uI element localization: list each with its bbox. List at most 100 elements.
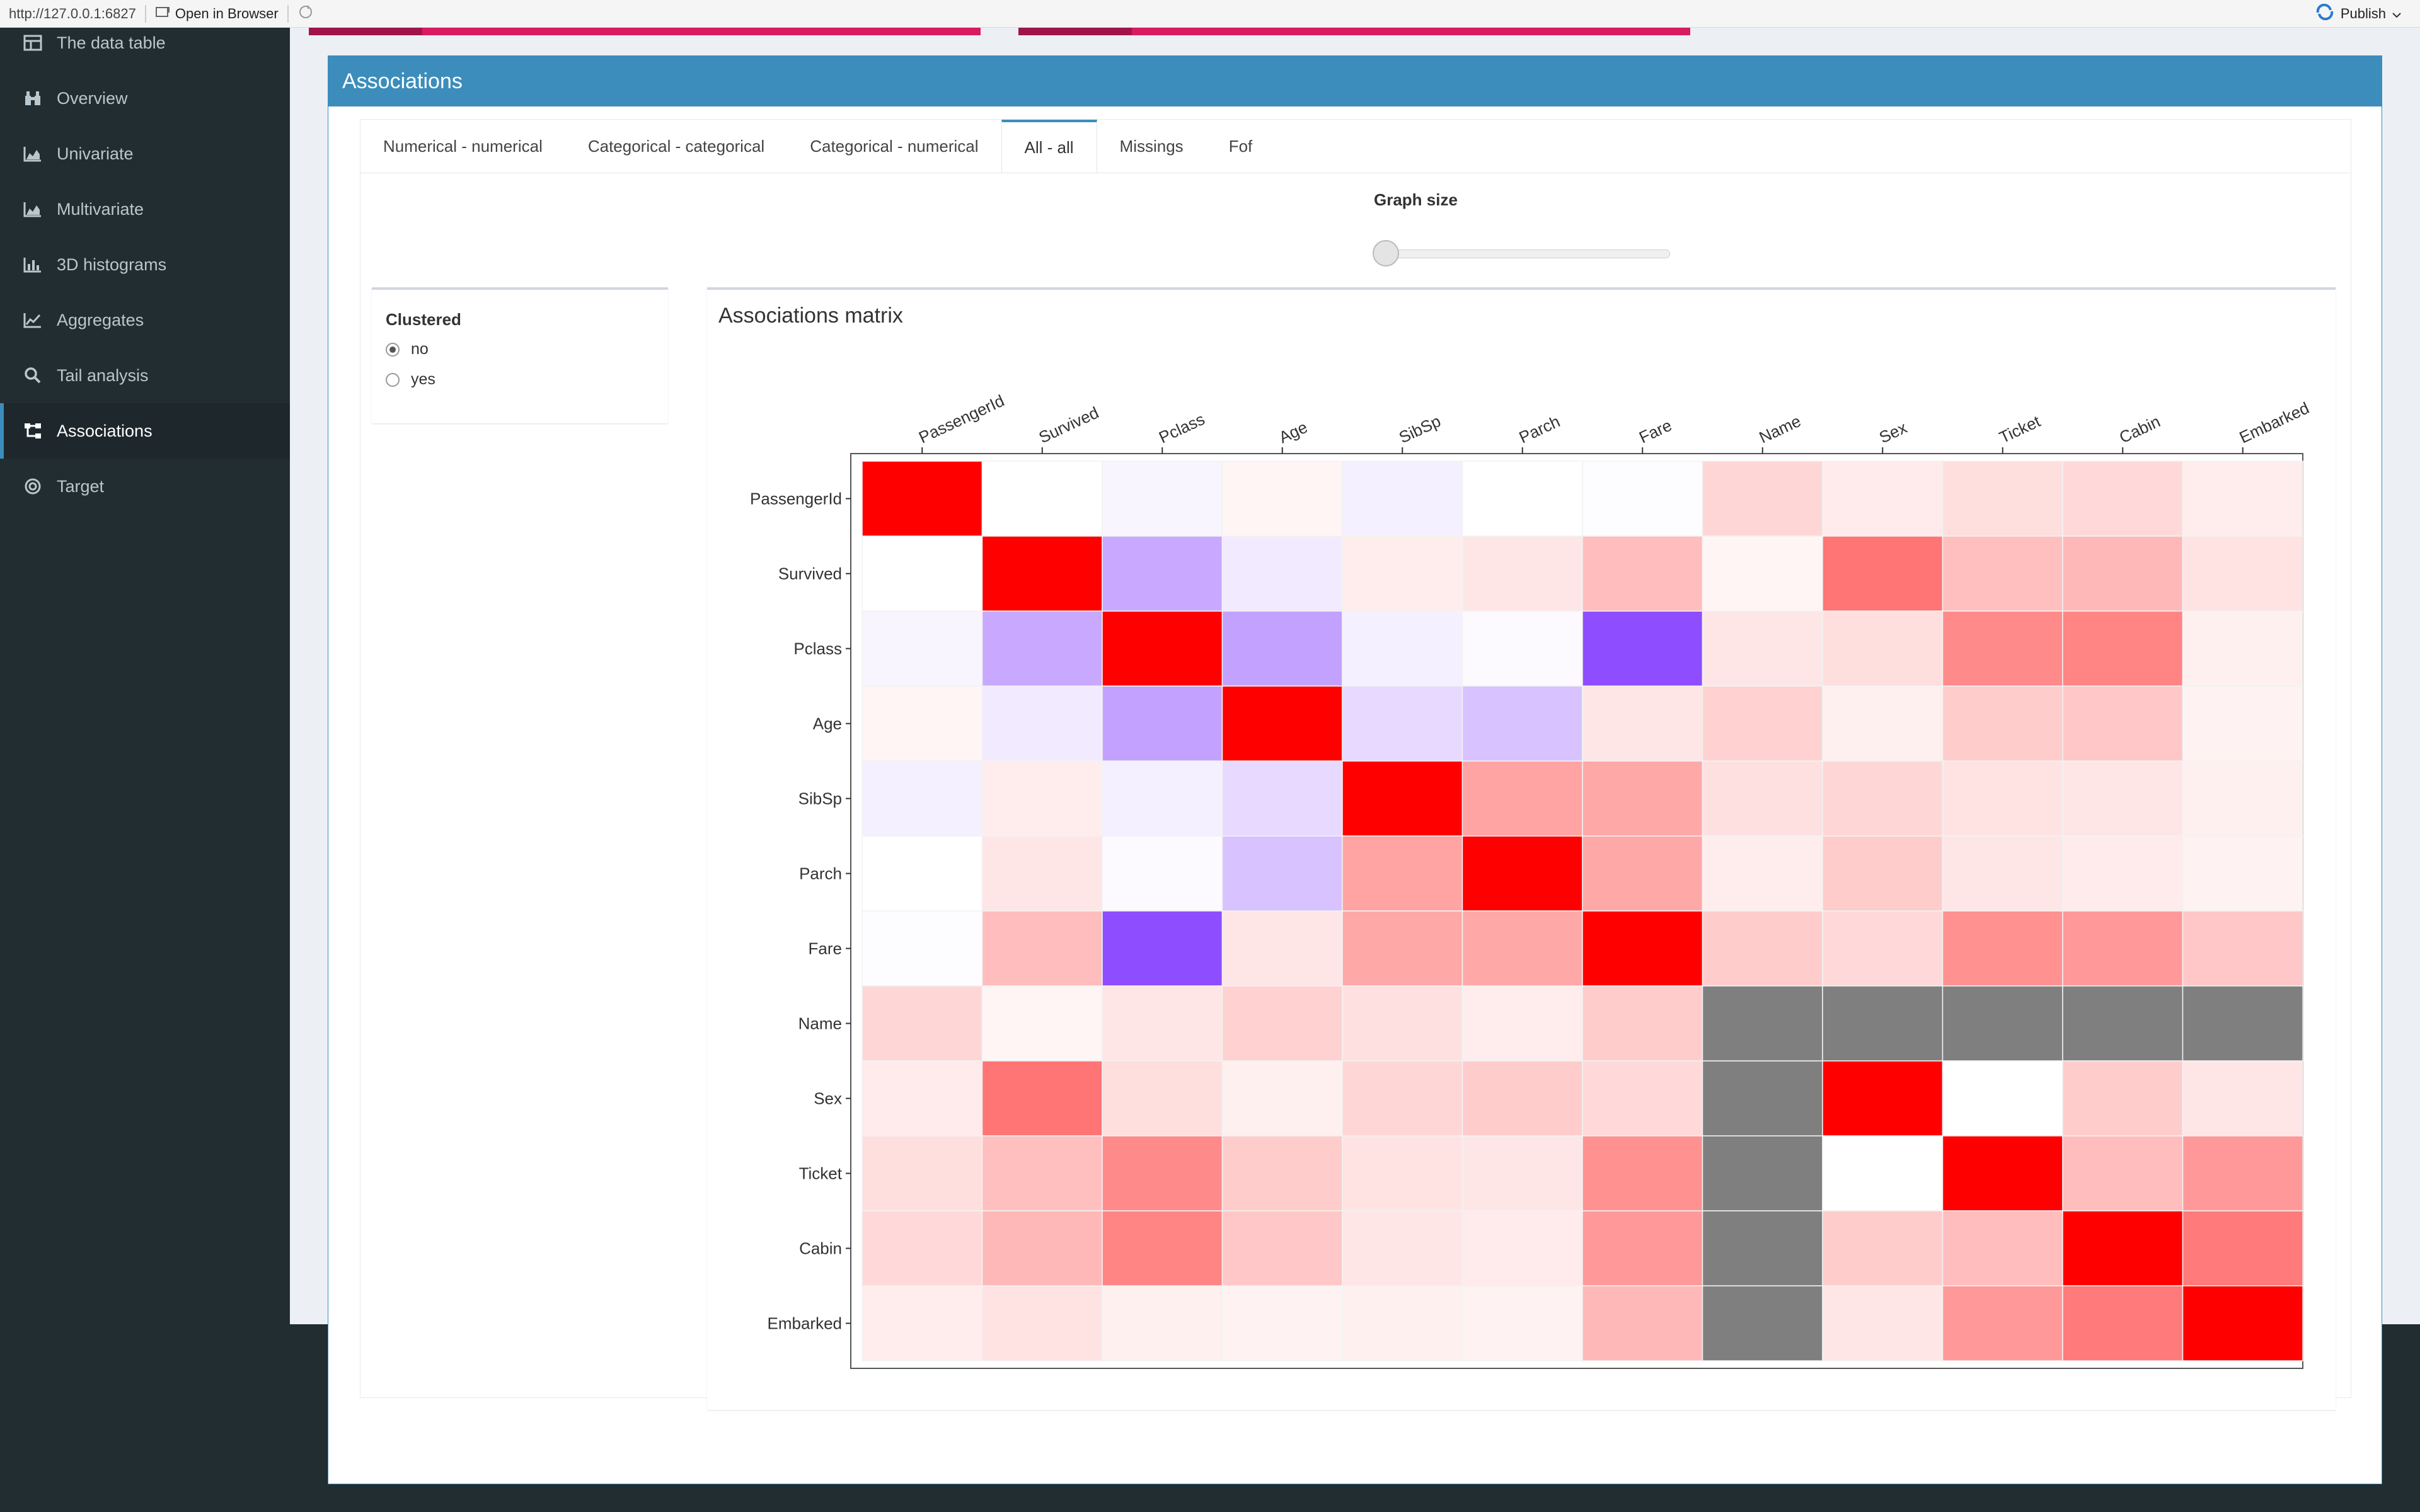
tab-fof[interactable]: Fof (1228, 136, 1253, 156)
x-tick-label: Ticket (1997, 411, 2044, 447)
heatmap-cell (1942, 1285, 2063, 1361)
open-in-browser-button[interactable]: Open in Browser (155, 6, 279, 22)
heatmap-cell (1221, 1285, 1343, 1361)
sidebar-item-overview[interactable]: Overview (0, 71, 290, 126)
heatmap-cell (861, 1285, 983, 1361)
heatmap-cell (2182, 1285, 2303, 1361)
heatmap-cell (2182, 1210, 2303, 1286)
publish-label: Publish (2340, 6, 2386, 21)
radio-label: no (411, 340, 429, 358)
heatmap-cell (1702, 1210, 1823, 1286)
heatmap-cell (2062, 461, 2184, 537)
heatmap-cell (2182, 985, 2303, 1062)
refresh-icon[interactable] (297, 4, 314, 24)
heatmap-cell (981, 461, 1103, 537)
heatmap-cell (861, 985, 983, 1062)
y-tick-label: SibSp (798, 789, 842, 808)
target-icon (21, 475, 44, 498)
publish-button[interactable]: Publish (2315, 0, 2401, 28)
y-tick-label: Name (798, 1014, 842, 1033)
heatmap-cell (1582, 461, 1703, 537)
sidebar-item-3d-histograms[interactable]: 3D histograms (0, 237, 290, 292)
heatmap-cell (1221, 1210, 1343, 1286)
heatmap-cell (2182, 610, 2303, 687)
heatmap-cell (1822, 835, 1944, 912)
divider (287, 4, 289, 23)
partial-box-top (1018, 28, 1690, 35)
radio-option-yes[interactable]: yes (386, 370, 435, 389)
partial-box-top (309, 28, 981, 35)
sidebar-item-label: Multivariate (57, 199, 144, 219)
heatmap-cell (981, 910, 1103, 987)
tab-missings[interactable]: Missings (1119, 136, 1184, 156)
url-text: http://127.0.0.1:6827 (9, 5, 136, 21)
radio-button[interactable] (386, 372, 400, 387)
open-in-browser-label: Open in Browser (175, 5, 279, 21)
heatmap-cell (1342, 910, 1463, 987)
x-tick-label: Sex (1876, 418, 1910, 447)
heatmap-cell (1342, 610, 1463, 687)
heatmap-cell (1221, 760, 1343, 837)
heatmap-cell (1102, 760, 1223, 837)
heatmap-cell (1582, 985, 1703, 1062)
heatmap-cell (1102, 985, 1223, 1062)
heatmap-cell (1942, 910, 2063, 987)
heatmap-cell (1582, 910, 1703, 987)
graph-size-slider-handle[interactable] (1373, 240, 1399, 266)
heatmap-cell (1102, 685, 1223, 762)
heatmap-cell (2062, 1060, 2184, 1137)
heatmap-cell (1102, 461, 1223, 537)
sidebar-item-the-data-table[interactable]: The data table (0, 28, 290, 58)
heatmap-cell (2062, 610, 2184, 687)
x-tick-label: Embarked (2237, 398, 2312, 447)
sidebar-item-univariate[interactable]: Univariate (0, 126, 290, 181)
heatmap-cell (981, 610, 1103, 687)
heatmap-cell (1942, 536, 2063, 612)
tab-all-all[interactable]: All - all (1001, 120, 1097, 173)
heatmap-cell (2182, 760, 2303, 837)
area-chart-icon (21, 198, 44, 220)
x-tick-label: Pclass (1156, 410, 1207, 447)
radio-option-no[interactable]: no (386, 340, 429, 358)
heatmap-cell (1102, 536, 1223, 612)
sidebar-item-tail-analysis[interactable]: Tail analysis (0, 348, 290, 403)
heatmap-cell (1461, 760, 1583, 837)
heatmap-cell (1221, 985, 1343, 1062)
tab-categorical-numerical[interactable]: Categorical - numerical (810, 136, 979, 156)
sidebar-item-target[interactable]: Target (0, 459, 290, 514)
heatmap-cell (1822, 685, 1944, 762)
y-tick-label: Ticket (799, 1164, 843, 1183)
sidebar-item-aggregates[interactable]: Aggregates (0, 292, 290, 348)
heatmap-cell (981, 985, 1103, 1062)
heatmap-cell (981, 1285, 1103, 1361)
x-tick-label: SibSp (1396, 411, 1444, 447)
area-chart-icon (21, 142, 44, 165)
sidebar-item-associations[interactable]: Associations (0, 403, 290, 459)
tab-categorical-categorical[interactable]: Categorical - categorical (587, 136, 765, 156)
heatmap-cell (1461, 1210, 1583, 1286)
publish-icon (2315, 3, 2334, 24)
sidebar-item-label: Aggregates (57, 310, 144, 329)
heatmap-cell (2182, 536, 2303, 612)
y-tick-label: Parch (799, 864, 842, 883)
heatmap-cell (1342, 685, 1463, 762)
clustered-title: Clustered (386, 310, 461, 329)
radio-button[interactable] (386, 342, 400, 357)
heatmap-cell (2182, 835, 2303, 912)
heatmap-cell (861, 910, 983, 987)
heatmap-cell (1702, 685, 1823, 762)
tab-numerical-numerical[interactable]: Numerical - numerical (383, 136, 543, 156)
heatmap-cell (1582, 1210, 1703, 1286)
heatmap-cell (1822, 1210, 1944, 1286)
y-tick-label: Age (813, 714, 842, 733)
heatmap-cell (1342, 1060, 1463, 1137)
heatmap-cell (1942, 461, 2063, 537)
heatmap-cell (1942, 1060, 2063, 1137)
heatmap-cell (1942, 985, 2063, 1062)
graph-size-slider-track[interactable] (1386, 249, 1670, 258)
y-tick-label: Cabin (799, 1239, 842, 1258)
heatmap-cell (1582, 536, 1703, 612)
sidebar-item-multivariate[interactable]: Multivariate (0, 181, 290, 237)
heatmap-cell (1102, 1285, 1223, 1361)
